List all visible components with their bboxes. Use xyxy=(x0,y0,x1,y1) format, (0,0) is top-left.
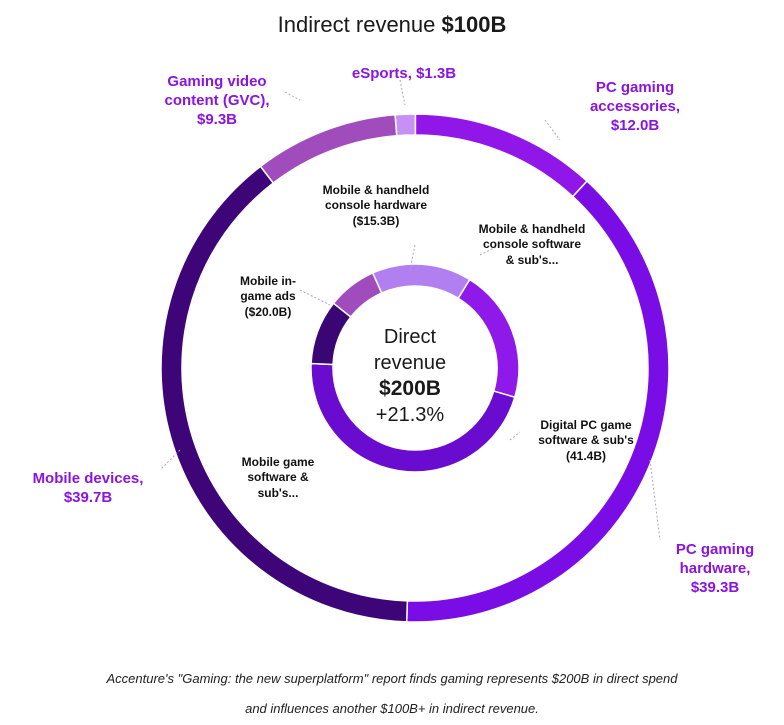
title-prefix: Indirect revenue xyxy=(277,12,436,37)
label-esports: eSports, $1.3B xyxy=(322,64,486,83)
label-mobile-devices-line-2: $39.7B xyxy=(63,489,113,507)
label-mobile-handheld-hardware-line-1: Mobile & handheld xyxy=(322,183,430,197)
label-mobile-game-software-line-2: software & xyxy=(247,470,309,485)
label-mobile-in-game-ads: Mobile in- game ads ($20.0B) xyxy=(223,274,313,320)
label-mobile-handheld-hardware-line-3: ($15.3B) xyxy=(352,213,400,228)
leader-line xyxy=(399,79,406,106)
label-mobile-handheld-hardware-line-2: console hardware xyxy=(324,198,428,213)
leader-line xyxy=(649,459,661,541)
label-mobile-in-game-ads-line-3: ($20.0B) xyxy=(244,304,292,319)
label-mobile-handheld-software-line-3: & sub's... xyxy=(505,252,559,267)
caption-line-1: Accenture's "Gaming: the new superplatfo… xyxy=(106,671,678,686)
label-mobile-game-software: Mobile game software & sub's... xyxy=(228,455,328,501)
label-mobile-handheld-software-line-1: Mobile & handheld xyxy=(478,222,586,236)
center-line-2: revenue xyxy=(373,351,447,374)
label-mobile-handheld-software-line-2: console software xyxy=(482,237,582,252)
outer-slice-esports xyxy=(394,113,417,137)
center-line-1: Direct xyxy=(383,326,437,348)
caption-line-2: and influences another $100B+ in indirec… xyxy=(245,701,539,716)
leader-line xyxy=(409,244,416,271)
inner-slice-mobile-handheld-console-software-sub-s xyxy=(371,263,471,300)
label-gaming-video-content: Gaming video content (GVC), $9.3B xyxy=(142,72,292,130)
center-label: Direct revenue $200B +21.3% xyxy=(330,325,490,429)
label-mobile-handheld-software: Mobile & handheld console software & sub… xyxy=(462,222,602,268)
label-pc-gaming-accessories: PC gaming accessories, $12.0B xyxy=(565,78,705,136)
outer-slice-gaming-video-content-gvc xyxy=(259,113,398,185)
label-pc-gaming-hardware-line-2: hardware, xyxy=(679,560,751,578)
label-mobile-handheld-hardware: Mobile & handheld console hardware ($15.… xyxy=(306,183,446,229)
label-gaming-video-content-line-2: content (GVC), xyxy=(164,92,270,110)
leader-line xyxy=(284,91,301,101)
label-mobile-game-software-line-3: sub's... xyxy=(257,485,299,500)
title-amount: $100B xyxy=(441,12,507,37)
label-digital-pc-game-line-1: Digital PC game xyxy=(540,418,632,432)
label-mobile-game-software-line-1: Mobile game xyxy=(241,455,315,469)
label-pc-gaming-accessories-line-3: $12.0B xyxy=(610,117,660,135)
label-mobile-in-game-ads-line-2: game ads xyxy=(240,289,296,304)
label-mobile-devices-line-1: Mobile devices, xyxy=(32,470,144,487)
label-digital-pc-game-line-3: (41.4B) xyxy=(565,448,606,463)
label-pc-gaming-accessories-line-2: accessories, xyxy=(589,98,681,116)
label-pc-gaming-accessories-line-1: PC gaming xyxy=(595,79,675,96)
label-esports-line-1: eSports, $1.3B xyxy=(351,65,457,82)
label-digital-pc-game-line-2: software & sub's xyxy=(538,433,634,448)
leader-line xyxy=(159,449,181,471)
leader-line xyxy=(509,431,521,441)
chart-title: Indirect revenue $100B xyxy=(0,12,784,38)
leader-line xyxy=(544,119,561,141)
label-pc-gaming-hardware-line-1: PC gaming xyxy=(675,541,755,558)
label-digital-pc-game: Digital PC game software & sub's (41.4B) xyxy=(522,418,650,464)
label-mobile-devices: Mobile devices, $39.7B xyxy=(18,469,158,507)
center-growth: +21.3% xyxy=(375,404,445,427)
label-pc-gaming-hardware-line-3: $39.3B xyxy=(690,579,740,597)
inner-slice-mobile-handheld-console-hardware xyxy=(332,272,383,319)
label-gaming-video-content-line-1: Gaming video xyxy=(167,73,267,90)
label-pc-gaming-hardware: PC gaming hardware, $39.3B xyxy=(660,540,770,598)
leader-line xyxy=(299,289,331,306)
center-amount: $200B xyxy=(379,377,441,401)
label-mobile-in-game-ads-line-1: Mobile in- xyxy=(240,274,296,288)
label-gaming-video-content-line-3: $9.3B xyxy=(196,111,238,129)
